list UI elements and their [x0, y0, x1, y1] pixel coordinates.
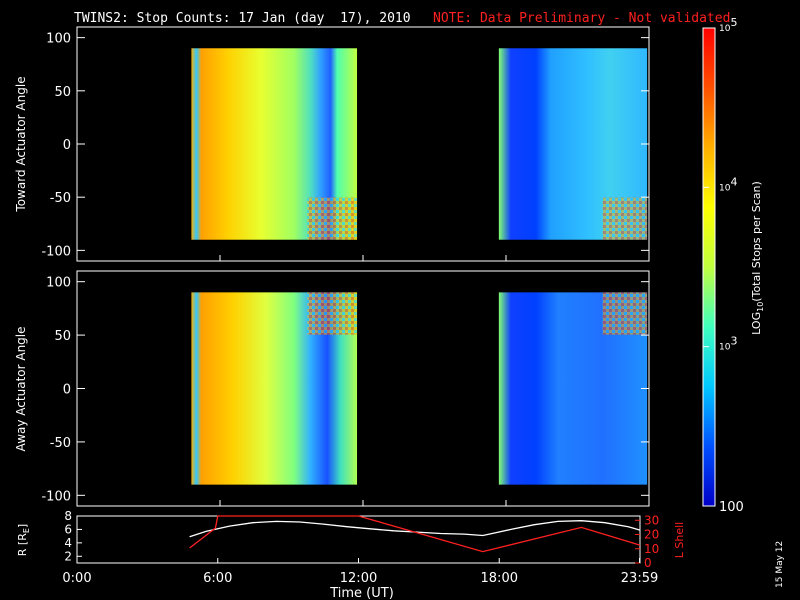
orbit-y2label: L Shell: [673, 522, 686, 558]
away-heatmap: [191, 292, 648, 485]
toward-texture-bottom-2: [602, 197, 648, 240]
y-tick-label: -50: [50, 436, 71, 451]
orbit-y2-tick-label: 10: [644, 542, 659, 556]
orbit-plot-frame: [76, 515, 641, 564]
orbit-lines: [189, 255, 641, 553]
toward-y-ticks: 100 50 0 -50 -100: [41, 32, 649, 259]
x-tick-label: 0:00: [62, 571, 91, 586]
away-texture-top: [307, 292, 358, 335]
colorbar-label: LOG10(Total Stops per Scan): [750, 181, 765, 335]
away-panel: 100 50 0 -50 -100 Away Actuator Angle: [14, 270, 650, 507]
away-texture-top-2: [602, 292, 648, 335]
toward-heatmap: [191, 48, 648, 240]
radius-line: [189, 520, 641, 538]
x-tick-label: 23:59: [621, 571, 658, 586]
y-tick-label: 0: [63, 383, 71, 398]
orbit-ylabel: R [RE]: [16, 524, 31, 556]
orbit-y-tick-label: 4: [64, 536, 72, 550]
l-shell-line: [189, 515, 641, 553]
colorbar: 105 104 103 100 LOG10(Total Stops per Scan): [702, 16, 765, 515]
orbit-y-tick-label: 8: [64, 509, 72, 523]
colorbar-tick-label: 104: [719, 175, 737, 193]
y-tick-label: 0: [63, 138, 71, 153]
orbit-x-ticks: 0:00 6:00 12:00 18:00 23:59: [62, 558, 658, 586]
away-y-ticks: 100 50 0 -50 -100: [41, 276, 649, 504]
y-tick-label: 50: [54, 329, 71, 344]
orbit-y2-tick-label: 20: [644, 528, 659, 542]
y-tick-label: 100: [46, 32, 71, 47]
away-ylabel: Away Actuator Angle: [14, 326, 28, 451]
colorbar-ticks: 105 104 103 100: [703, 16, 744, 515]
y-tick-label: -50: [50, 191, 71, 206]
orbit-y2-tick-label: 0: [644, 556, 652, 570]
x-tick-label: 12:00: [340, 571, 377, 586]
toward-ylabel: Toward Actuator Angle: [14, 76, 28, 212]
orbit-y-tick-label: 6: [64, 522, 72, 536]
toward-panel: 100 50 0 -50 -100 Toward Actuator Angle: [14, 26, 650, 262]
y-tick-label: 50: [54, 85, 71, 100]
x-axis-label: Time (UT): [329, 586, 394, 600]
colorbar-tick-label: 100: [719, 500, 744, 515]
colorbar-tick-label: 105: [719, 16, 737, 34]
x-tick-label: 18:00: [481, 571, 518, 586]
y-tick-label: -100: [41, 489, 71, 504]
toward-texture-bottom: [307, 197, 358, 240]
orbit-y-tick-label: 2: [64, 549, 72, 563]
figure-title: TWINS2: Stop Counts: 17 Jan (day 17), 20…: [74, 11, 411, 26]
x-tick-label: 6:00: [203, 571, 232, 586]
data-note: NOTE: Data Preliminary - Not validated: [433, 11, 730, 26]
y-tick-label: 100: [46, 276, 71, 291]
colorbar-gradient: [702, 27, 716, 507]
orbit-y2-tick-label: 30: [644, 513, 659, 527]
colorbar-tick-label: 103: [719, 335, 737, 353]
date-stamp: 15 May 12: [775, 541, 785, 588]
y-tick-label: -100: [41, 244, 71, 259]
